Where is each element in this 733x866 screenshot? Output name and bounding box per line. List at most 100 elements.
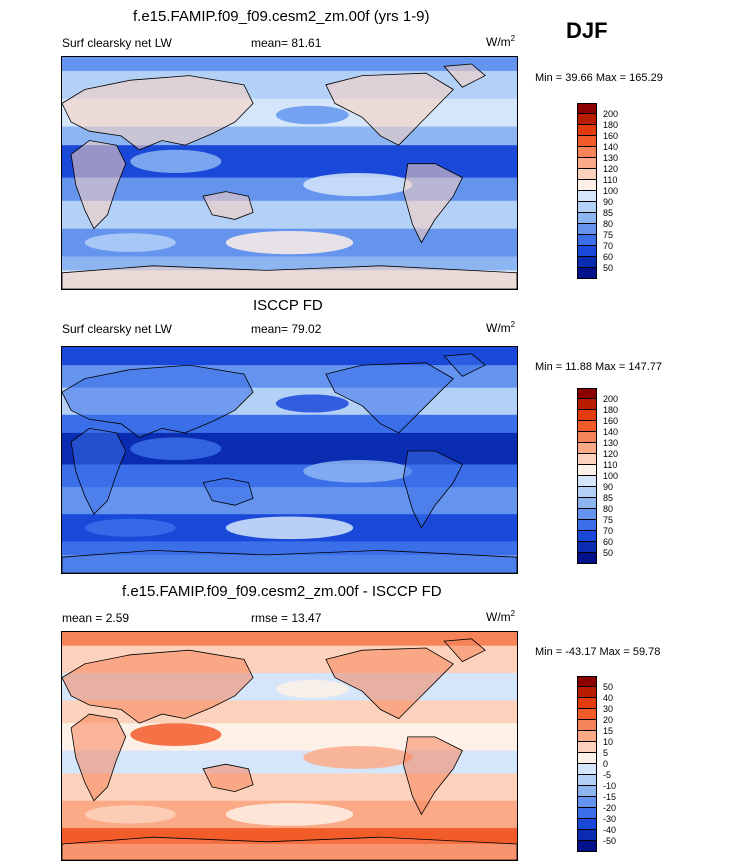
colorbar-tick-label: 5 [603, 748, 609, 758]
colorbar-tick-label: 140 [603, 427, 619, 437]
colorbar-tick-label: 200 [603, 109, 619, 119]
map-anomaly-patch [225, 803, 354, 826]
colorbar-tick-label: 130 [603, 438, 619, 448]
colorbar-tick-label: 200 [603, 394, 619, 404]
mean-label: mean= 79.02 [251, 322, 322, 336]
colorbar-tick-label: 180 [603, 120, 619, 130]
variable-label: Surf clearsky net LW [62, 36, 172, 50]
colorbar-tick-label: -50 [603, 836, 617, 846]
units-label: W/m2 [486, 34, 516, 49]
panel-title: ISCCP FD [253, 297, 323, 314]
map-anomaly-patch [275, 105, 349, 125]
colorbar: 200 180 160 140 130 120 110 100 90 85 80 75 70 60 50 [577, 388, 657, 568]
colorbar-tick-label: 50 [603, 682, 614, 692]
continent-outline [70, 427, 127, 515]
map-band [62, 200, 517, 230]
minmax-label: Min = 39.66 Max = 165.29 [535, 72, 663, 84]
map-anomaly-patch [275, 679, 349, 699]
colorbar-tick-label: 70 [603, 526, 614, 536]
map-anomaly-patch [130, 149, 222, 173]
continent-outline [62, 836, 517, 860]
colorbar-tick-label: 90 [603, 482, 614, 492]
colorbar-tick-label: 30 [603, 704, 614, 714]
variable-label: Surf clearsky net LW [62, 322, 172, 336]
map-anomaly-patch [130, 437, 222, 460]
diff-mean-label: mean = 2.59 [62, 611, 130, 625]
continent-outline [443, 63, 486, 88]
minmax-label: Min = 11.88 Max = 147.77 [535, 361, 662, 373]
colorbar-tick-label: 80 [603, 504, 614, 514]
map-panel-obs [61, 346, 518, 574]
continent-outline [62, 75, 254, 151]
continent-outline [62, 265, 517, 289]
colorbar-tick-label: 50 [603, 548, 614, 558]
season-label: DJF [566, 18, 608, 43]
mean-label: mean= 81.61 [251, 36, 322, 50]
continent-outline [70, 713, 127, 802]
map-band [62, 487, 517, 515]
continent-outline [62, 364, 254, 438]
colorbar-tick-label: 110 [603, 460, 618, 470]
continent-outline [402, 163, 463, 244]
continent-outline [62, 549, 517, 573]
panel-title: f.e15.FAMIP.f09_f09.cesm2_zm.00f (yrs 1-… [133, 8, 430, 25]
continent-outline [402, 736, 463, 816]
colorbar-tick-label: 70 [603, 241, 614, 251]
map-anomaly-patch [84, 805, 176, 824]
colorbar: 50 40 30 20 15 10 5 0 -5 -10 -15 -20 -30 -40 -50 [577, 676, 657, 856]
continent-outline [202, 477, 254, 506]
colorbar-tick-label: 80 [603, 219, 614, 229]
colorbar-tick-label: -20 [603, 803, 617, 813]
map-band [62, 632, 517, 647]
map-anomaly-patch [130, 723, 222, 746]
colorbar-tick-label: -40 [603, 825, 617, 835]
continent-outline [202, 763, 254, 793]
map-anomaly-patch [303, 460, 413, 483]
colorbar-tick-label: 110 [603, 175, 618, 185]
colorbar-tick-label: 180 [603, 405, 619, 415]
colorbar-tick-label: 130 [603, 153, 619, 163]
map-field [62, 632, 517, 860]
colorbar-tick-label: -10 [603, 781, 617, 791]
continent-outline [325, 647, 454, 720]
colorbar-tick-label: 120 [603, 449, 619, 459]
colorbar-tick-label: 60 [603, 252, 614, 262]
colorbar-tick-label: 15 [603, 726, 614, 736]
panel-title: f.e15.FAMIP.f09_f09.cesm2_zm.00f - ISCCP… [122, 583, 442, 600]
colorbar-tick-label: 85 [603, 208, 614, 218]
colorbar-tick-label: 140 [603, 142, 619, 152]
colorbar-tick-label: 75 [603, 515, 614, 525]
colorbar-tick-label: 50 [603, 263, 614, 273]
colorbar-tick-label: -30 [603, 814, 617, 824]
continent-outline [443, 638, 486, 663]
map-anomaly-patch [84, 233, 176, 252]
colorbar-tick-label: 0 [603, 759, 609, 769]
colorbar-tick-label: 160 [603, 416, 619, 426]
colorbar-tick-label: 100 [603, 471, 619, 481]
rmse-label: rmse = 13.47 [251, 611, 322, 625]
continent-outline [70, 140, 127, 230]
map-field [62, 347, 517, 573]
colorbar-tick-label: 20 [603, 715, 614, 725]
colorbar-tick-label: 10 [603, 737, 614, 747]
map-panel-diff [61, 631, 518, 861]
continent-outline [325, 362, 454, 434]
colorbar-frame [577, 388, 597, 564]
colorbar-frame [577, 676, 597, 852]
map-anomaly-patch [84, 518, 176, 537]
colorbar-tick-label: 100 [603, 186, 619, 196]
colorbar-tick-label: 75 [603, 230, 614, 240]
map-anomaly-patch [225, 231, 354, 255]
colorbar-tick-label: 60 [603, 537, 614, 547]
map-anomaly-patch [303, 746, 413, 769]
colorbar-tick-label: 120 [603, 164, 619, 174]
map-anomaly-patch [275, 394, 349, 413]
units-label: W/m2 [486, 609, 516, 624]
colorbar: 200 180 160 140 130 120 110 100 90 85 80 75 70 60 50 [577, 103, 657, 283]
colorbar-tick-label: 160 [603, 131, 619, 141]
minmax-label: Min = -43.17 Max = 59.78 [535, 646, 661, 658]
map-anomaly-patch [303, 173, 413, 197]
colorbar-tick-label: -15 [603, 792, 617, 802]
colorbar-frame [577, 103, 597, 279]
continent-outline [202, 191, 254, 220]
